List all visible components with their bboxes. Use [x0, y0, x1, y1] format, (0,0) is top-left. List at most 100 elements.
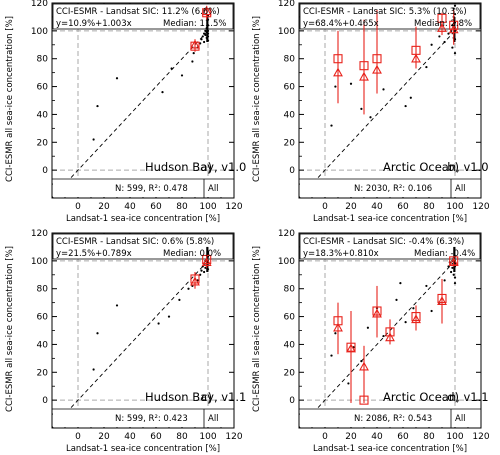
- y-tick-label: 80: [284, 285, 296, 295]
- x-tick-label: 0: [322, 432, 328, 442]
- x-tick-label: 80: [176, 432, 188, 442]
- bin-median-triangle: [359, 361, 369, 371]
- panel-d-label: d): [447, 390, 459, 404]
- x-tick-label: 20: [98, 432, 110, 442]
- y-tick-label: 60: [37, 313, 49, 323]
- bin-mean-square: [437, 293, 447, 304]
- y-tick-label: 100: [278, 257, 295, 267]
- data-point: [360, 107, 363, 110]
- panel-b-xlabel: Landsat-1 sea-ice concentration [%]: [313, 214, 467, 224]
- y-tick-label: 80: [284, 55, 296, 65]
- panel-b-label: b): [447, 160, 459, 174]
- x-tick-label: 20: [345, 432, 357, 442]
- data-point: [399, 282, 402, 285]
- panel-d-all-label: All: [455, 414, 466, 424]
- data-point: [425, 284, 428, 288]
- y-tick-label: 120: [31, 0, 48, 9]
- panel-b-stats-line2: y=68.4%+0.465x: [303, 19, 379, 29]
- y-tick-label: 100: [278, 27, 295, 37]
- panel-c-label: c): [201, 390, 212, 404]
- data-point: [366, 326, 369, 329]
- data-point: [430, 309, 433, 313]
- bin-mean-square: [411, 312, 421, 322]
- data-point: [203, 32, 206, 35]
- data-point: [180, 74, 184, 77]
- plot-layer: 0 0 20 20 40 40 60 60 80 80 100 100 120 120: [278, 0, 490, 212]
- bin-mean-square: [190, 41, 200, 51]
- panel-c-stats-line1: CCI-ESMR - Landsat SIC: 0.6% (5.8%): [56, 237, 214, 247]
- data-point: [382, 88, 385, 91]
- y-tick-label: 40: [37, 110, 49, 120]
- data-point: [412, 307, 415, 310]
- x-tick-label: 40: [124, 432, 136, 442]
- y-tick-label: 20: [284, 368, 296, 378]
- panel-d-xlabel: Landsat-1 sea-ice concentration [%]: [313, 444, 467, 454]
- stats-box: [299, 233, 481, 260]
- panel-d-stats-line1: CCI-ESMR - Landsat SIC: -0.4% (6.3%): [303, 237, 464, 247]
- x-tick-label: 100: [199, 202, 216, 212]
- data-point: [395, 298, 398, 301]
- y-tick-label: 100: [31, 257, 48, 267]
- bin-median-triangle: [385, 332, 395, 342]
- y-tick-label: 60: [284, 313, 296, 323]
- data-point: [191, 60, 194, 63]
- x-tick-label: 120: [472, 432, 489, 442]
- data-point: [92, 138, 95, 141]
- x-tick-label: 120: [225, 432, 242, 442]
- data-point: [443, 40, 446, 44]
- bin-mean-square: [190, 274, 200, 284]
- panel-b-all-label: All: [455, 184, 466, 194]
- bin-median-triangle: [437, 296, 447, 305]
- data-point: [203, 40, 206, 44]
- x-tick-label: 120: [225, 202, 242, 212]
- data-point: [170, 67, 173, 70]
- stats-box: [52, 233, 234, 260]
- data-point: [204, 266, 207, 269]
- data-point: [453, 282, 457, 285]
- panel-a-stats-line1: CCI-ESMR - Landsat SIC: 11.2% (6.6%): [56, 7, 220, 17]
- x-tick-label: 0: [75, 432, 81, 442]
- data-point: [204, 29, 207, 32]
- panel-b-n-r2: N: 2030, R²: 0.106: [354, 184, 432, 194]
- stats-strip: [53, 179, 233, 197]
- x-tick-label: 40: [371, 432, 383, 442]
- data-point: [452, 7, 455, 10]
- data-point: [430, 43, 433, 46]
- data-point: [178, 298, 181, 301]
- panel-a-median: Median: 11.5%: [163, 19, 226, 29]
- data-point: [425, 65, 428, 69]
- data-point: [200, 269, 203, 272]
- data-point: [204, 33, 207, 37]
- data-point: [453, 4, 457, 7]
- x-tick-label: 60: [397, 432, 409, 442]
- x-tick-label: 20: [98, 202, 110, 212]
- bin-median-triangle: [411, 314, 421, 324]
- x-tick-label: 120: [472, 202, 489, 212]
- data-point: [453, 13, 457, 16]
- data-point: [347, 382, 350, 385]
- data-point: [404, 104, 407, 108]
- data-point: [451, 266, 454, 269]
- x-tick-label: 40: [124, 202, 136, 212]
- panel-a-xlabel: Landsat-1 sea-ice concentration [%]: [66, 214, 220, 224]
- y-tick-label: 120: [278, 0, 295, 9]
- bin-median-triangle: [372, 308, 382, 318]
- panel-a-label: a): [200, 160, 212, 174]
- data-point: [349, 82, 353, 85]
- bin-mean-square: [411, 45, 421, 55]
- data-point: [330, 124, 333, 127]
- data-point: [115, 304, 119, 307]
- data-point: [192, 52, 195, 55]
- bin-median-triangle: [346, 343, 356, 353]
- data-point: [201, 35, 204, 38]
- y-tick-label: 120: [31, 229, 48, 239]
- bin-median-triangle: [359, 71, 369, 81]
- x-tick-label: 20: [345, 202, 357, 212]
- y-tick-label: 80: [37, 55, 49, 65]
- y-tick-label: 0: [289, 396, 295, 406]
- bin-mean-square: [359, 395, 369, 405]
- x-tick-label: 80: [176, 202, 188, 212]
- data-point: [443, 279, 446, 282]
- data-point: [334, 332, 337, 335]
